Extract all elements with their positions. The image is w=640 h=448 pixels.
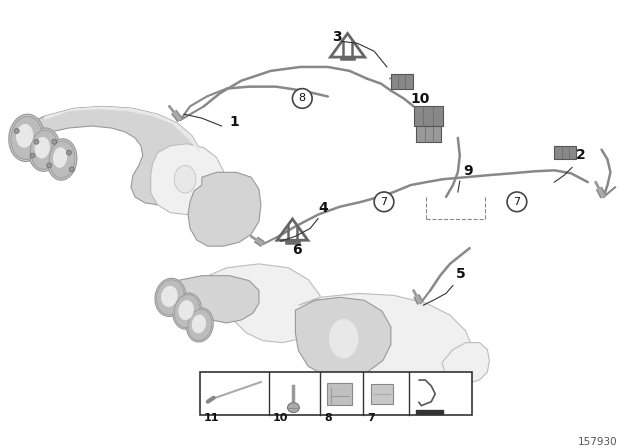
Text: 11: 11: [204, 413, 220, 422]
Ellipse shape: [192, 314, 206, 333]
FancyBboxPatch shape: [554, 146, 576, 159]
Circle shape: [34, 139, 39, 144]
Ellipse shape: [287, 403, 300, 413]
Text: 1: 1: [229, 115, 239, 129]
Text: 10: 10: [273, 413, 288, 422]
Polygon shape: [296, 297, 391, 378]
Ellipse shape: [49, 141, 75, 178]
Polygon shape: [197, 264, 322, 343]
Ellipse shape: [179, 300, 194, 320]
Ellipse shape: [35, 137, 50, 159]
Circle shape: [52, 139, 56, 144]
Text: 4: 4: [318, 201, 328, 215]
Text: 6: 6: [292, 243, 302, 257]
Ellipse shape: [9, 114, 44, 161]
Text: 5: 5: [456, 267, 466, 280]
Ellipse shape: [16, 124, 33, 148]
Ellipse shape: [161, 286, 178, 307]
Ellipse shape: [173, 293, 202, 329]
Ellipse shape: [188, 309, 212, 340]
Circle shape: [292, 89, 312, 108]
Ellipse shape: [186, 308, 213, 342]
Ellipse shape: [11, 116, 42, 159]
Ellipse shape: [53, 147, 67, 168]
Circle shape: [47, 163, 52, 168]
Text: 157930: 157930: [578, 437, 618, 447]
FancyBboxPatch shape: [327, 383, 353, 405]
FancyBboxPatch shape: [391, 74, 413, 89]
Polygon shape: [442, 343, 490, 384]
Polygon shape: [415, 409, 443, 414]
Polygon shape: [44, 106, 200, 153]
Ellipse shape: [31, 130, 58, 169]
Circle shape: [14, 129, 19, 134]
Circle shape: [507, 192, 527, 211]
FancyBboxPatch shape: [413, 106, 443, 126]
Text: 8: 8: [324, 413, 332, 422]
Polygon shape: [157, 276, 259, 323]
Ellipse shape: [156, 280, 184, 315]
Text: 3: 3: [332, 30, 341, 44]
Bar: [200, 372, 472, 415]
Ellipse shape: [29, 128, 60, 171]
FancyBboxPatch shape: [371, 384, 393, 404]
Text: 7: 7: [367, 413, 375, 422]
Text: 7: 7: [380, 197, 388, 207]
Text: 8: 8: [299, 94, 306, 103]
Ellipse shape: [329, 319, 358, 358]
Circle shape: [30, 153, 35, 158]
Polygon shape: [298, 293, 472, 400]
Circle shape: [69, 167, 74, 172]
Text: 7: 7: [513, 197, 520, 207]
Text: 2: 2: [576, 148, 586, 163]
Ellipse shape: [174, 294, 200, 328]
Text: 9: 9: [463, 164, 472, 178]
Text: 10: 10: [411, 92, 430, 106]
FancyBboxPatch shape: [417, 126, 441, 142]
Circle shape: [374, 192, 394, 211]
Circle shape: [67, 150, 72, 155]
Ellipse shape: [174, 165, 196, 193]
Polygon shape: [20, 106, 202, 205]
Polygon shape: [150, 144, 223, 215]
Polygon shape: [188, 172, 261, 246]
Ellipse shape: [155, 278, 186, 316]
Ellipse shape: [47, 139, 77, 180]
